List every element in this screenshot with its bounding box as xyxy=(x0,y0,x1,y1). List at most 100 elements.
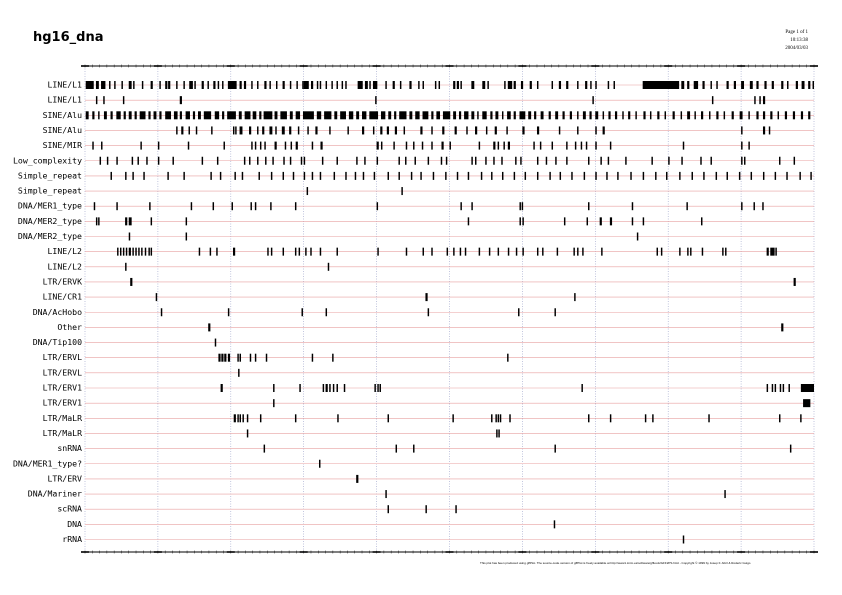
feature-mark xyxy=(249,126,252,135)
feature-mark xyxy=(701,217,703,226)
feature-mark xyxy=(781,323,784,332)
feature-mark xyxy=(427,156,430,165)
feature-mark xyxy=(691,171,693,180)
feature-mark xyxy=(586,217,589,226)
feature-mark xyxy=(460,81,462,89)
feature-mark xyxy=(385,490,387,499)
feature-mark xyxy=(132,171,134,180)
feature-mark xyxy=(409,81,412,89)
feature-mark xyxy=(270,171,273,180)
feature-mark xyxy=(741,202,743,211)
feature-mark xyxy=(628,111,631,120)
feature-mark xyxy=(413,141,415,150)
feature-mark xyxy=(262,126,265,135)
feature-mark xyxy=(657,111,660,120)
feature-mark xyxy=(801,81,805,89)
track-label: DNA/AcHobo xyxy=(33,307,82,317)
feature-mark xyxy=(588,156,590,165)
feature-mark xyxy=(254,353,257,362)
track-label: DNA/Mariner xyxy=(28,489,82,499)
feature-mark xyxy=(425,293,428,302)
feature-mark xyxy=(501,156,503,165)
feature-mark xyxy=(211,126,213,135)
feature-mark xyxy=(398,156,400,165)
feature-mark xyxy=(770,247,775,256)
feature-mark xyxy=(420,126,423,135)
feature-mark xyxy=(354,171,357,180)
feature-mark xyxy=(431,126,433,135)
feature-mark xyxy=(187,141,190,150)
feature-mark xyxy=(582,247,584,256)
feature-mark xyxy=(779,384,782,392)
feature-mark xyxy=(387,171,389,180)
feature-mark xyxy=(607,81,610,89)
feature-mark xyxy=(284,141,287,150)
feature-mark xyxy=(259,414,262,423)
feature-mark xyxy=(414,156,416,165)
feature-mark xyxy=(422,247,424,256)
feature-mark xyxy=(295,141,298,150)
feature-mark xyxy=(681,156,683,165)
feature-mark xyxy=(128,81,132,89)
feature-mark xyxy=(283,156,285,165)
feature-mark xyxy=(198,247,201,256)
feature-mark xyxy=(239,126,243,135)
feature-mark xyxy=(122,247,125,256)
feature-mark xyxy=(577,111,579,120)
feature-mark xyxy=(356,156,358,165)
feature-mark xyxy=(682,141,685,150)
feature-mark xyxy=(581,384,583,392)
feature-mark xyxy=(356,474,359,483)
feature-mark xyxy=(652,414,654,423)
feature-mark xyxy=(741,81,745,89)
feature-mark xyxy=(519,111,526,120)
feature-mark xyxy=(715,171,718,180)
feature-mark xyxy=(183,171,185,180)
feature-mark xyxy=(195,126,198,135)
feature-mark xyxy=(808,111,811,120)
feature-mark xyxy=(231,202,233,211)
feature-mark xyxy=(272,156,274,165)
feature-mark xyxy=(799,171,801,180)
feature-mark xyxy=(487,81,489,89)
feature-mark xyxy=(549,171,551,180)
feature-mark xyxy=(741,126,743,135)
feature-mark xyxy=(267,247,269,256)
feature-mark xyxy=(128,217,132,226)
feature-mark xyxy=(375,96,377,105)
feature-mark xyxy=(232,126,235,135)
feature-mark xyxy=(227,111,236,120)
feature-mark xyxy=(387,505,389,514)
feature-mark xyxy=(93,202,96,211)
feature-mark xyxy=(445,171,447,180)
feature-mark xyxy=(334,111,338,120)
feature-mark xyxy=(701,111,704,120)
feature-mark xyxy=(203,111,212,120)
track-label: rRNA xyxy=(62,534,82,544)
feature-mark xyxy=(573,247,575,256)
feature-mark xyxy=(345,171,347,180)
feature-mark xyxy=(507,111,511,120)
feature-mark xyxy=(320,141,323,150)
track-label: SINE/Alu xyxy=(43,125,83,135)
feature-mark xyxy=(643,111,646,120)
feature-mark xyxy=(577,126,579,135)
feature-mark xyxy=(399,81,402,89)
feature-mark xyxy=(554,444,556,453)
feature-mark xyxy=(274,141,277,150)
feature-mark xyxy=(682,535,685,544)
feature-mark xyxy=(524,171,527,180)
feature-mark xyxy=(264,141,266,150)
feature-mark xyxy=(702,81,705,89)
feature-mark xyxy=(311,141,314,150)
feature-mark xyxy=(507,81,513,89)
feature-mark xyxy=(121,81,123,89)
feature-mark xyxy=(774,384,777,392)
feature-mark xyxy=(243,81,247,89)
feature-mark xyxy=(150,247,153,256)
feature-mark xyxy=(376,141,379,150)
feature-mark xyxy=(574,141,577,150)
feature-mark xyxy=(681,81,685,89)
feature-mark xyxy=(595,81,597,89)
